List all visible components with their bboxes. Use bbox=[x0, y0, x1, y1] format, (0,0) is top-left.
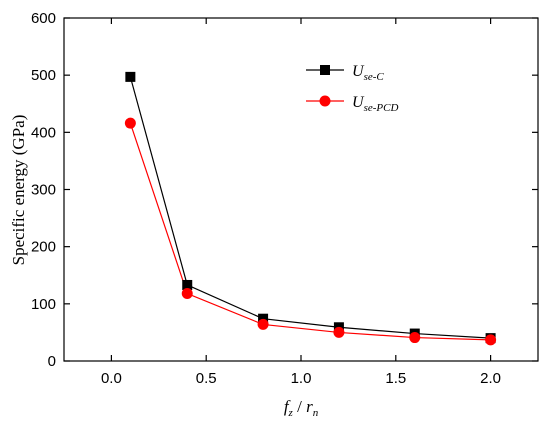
x-axis-title-main2: r bbox=[306, 397, 313, 416]
series-lines bbox=[129, 76, 491, 341]
x-axis-title-sep: / bbox=[293, 397, 306, 416]
y-axis-title: Specific energy (GPa) bbox=[9, 115, 28, 266]
x-axis-title-sub2: n bbox=[313, 407, 319, 419]
y-tick-label: 0 bbox=[48, 353, 56, 370]
axis-ticks: 0.0 0.5 1.0 1.5 2.0 0 100 200 300 400 500 600 bbox=[31, 10, 538, 387]
x-tick-label: 0.5 bbox=[196, 370, 217, 387]
legend-label-se-pcd-main: U bbox=[352, 94, 365, 111]
legend-label-se-pcd-sub: se-PCD bbox=[364, 102, 399, 114]
y-tick-label: 500 bbox=[31, 67, 56, 84]
y-tick-label: 200 bbox=[31, 239, 56, 256]
y-tick-label: 100 bbox=[31, 296, 56, 313]
data-point-se-PCD bbox=[333, 326, 345, 338]
y-tick-label: 600 bbox=[31, 10, 56, 27]
legend-marker-circle bbox=[319, 95, 331, 107]
series-line-se-C bbox=[129, 76, 491, 339]
y-tick-label: 300 bbox=[31, 182, 56, 199]
x-tick-label: 0.0 bbox=[101, 370, 122, 387]
legend-label-se-c-main: U bbox=[352, 63, 365, 80]
data-point-se-PCD bbox=[409, 332, 421, 344]
x-axis-title-sub: z bbox=[288, 407, 294, 419]
legend-marker-square bbox=[320, 65, 330, 75]
legend-label-se-c-sub: se-C bbox=[364, 71, 385, 83]
data-point-se-PCD bbox=[124, 117, 136, 129]
data-point-se-PCD bbox=[485, 334, 497, 346]
data-point-se-C bbox=[258, 313, 269, 324]
legend-label-se-pcd: Use-PCD bbox=[352, 94, 398, 114]
x-tick-label: 2.0 bbox=[480, 370, 501, 387]
legend-label-se-c: Use-C bbox=[352, 63, 384, 83]
x-axis-title: fz / rn bbox=[284, 397, 319, 419]
x-tick-label: 1.0 bbox=[291, 370, 312, 387]
legend: Use-C Use-PCD bbox=[306, 63, 398, 114]
x-axis-title-main: f bbox=[284, 397, 291, 416]
data-point-se-PCD bbox=[181, 288, 193, 300]
y-tick-label: 400 bbox=[31, 124, 56, 141]
data-point-se-C bbox=[182, 279, 193, 290]
data-point-se-PCD bbox=[257, 318, 269, 330]
data-point-se-C bbox=[125, 71, 136, 82]
x-tick-label: 1.5 bbox=[385, 370, 406, 387]
series-line-se-PCD bbox=[129, 122, 491, 341]
series-markers bbox=[124, 71, 497, 346]
plot-frame bbox=[63, 17, 539, 362]
